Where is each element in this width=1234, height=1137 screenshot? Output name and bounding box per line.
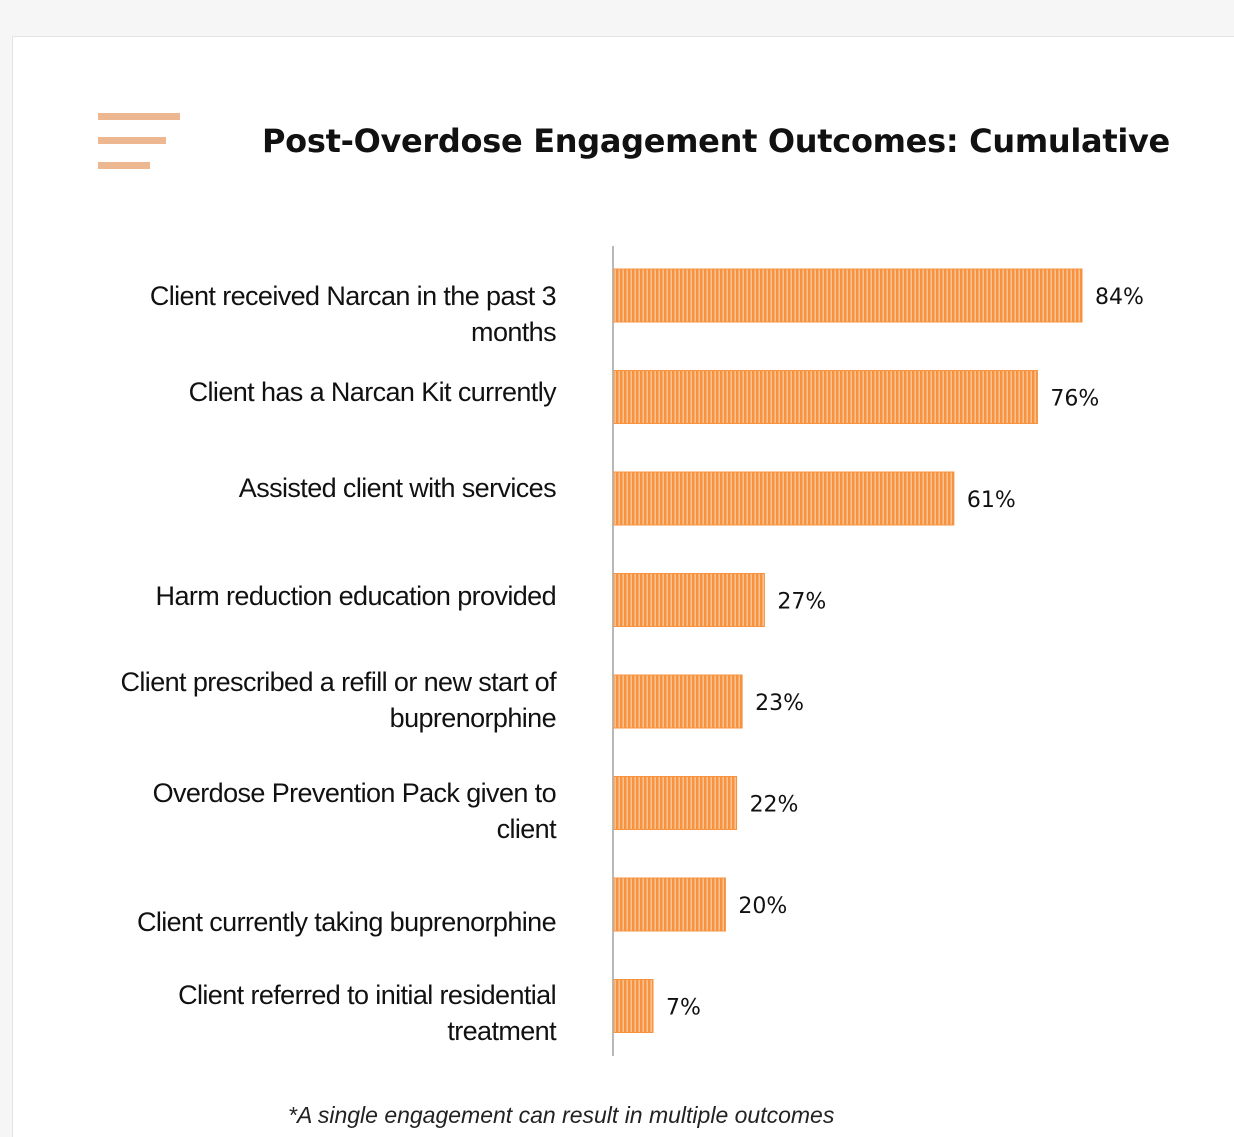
bar <box>613 573 765 627</box>
category-label-line: Harm reduction education provided <box>155 581 557 611</box>
category-label: Assisted client with services <box>0 470 557 506</box>
category-label-line: Client has a Narcan Kit currently <box>188 377 557 407</box>
footnote: *A single engagement can result in multi… <box>288 1102 835 1128</box>
category-label-line: Client currently taking buprenorphine <box>136 907 557 937</box>
bar <box>613 877 726 932</box>
category-label-line: Client prescribed a refill or new start … <box>120 667 557 697</box>
category-label: Client received Narcan in the past 3 mont… <box>0 278 557 350</box>
category-label: Client currently taking buprenorphine <box>0 904 557 940</box>
category-label-line: Client referred to initial residential <box>178 980 556 1010</box>
category-label: Client prescribed a refill or new start … <box>0 664 557 736</box>
category-label-line: Assisted client with services <box>238 473 557 503</box>
category-label-line: treatment <box>447 1016 556 1046</box>
category-label: Overdose Prevention Pack given to client <box>0 775 557 847</box>
bar <box>613 471 955 526</box>
bar <box>613 674 743 729</box>
category-label-line: Overdose Prevention Pack given to <box>152 778 557 808</box>
bar <box>613 370 1038 424</box>
category-label-line: Client received Narcan in the past 3 <box>149 281 557 311</box>
category-label-line: client <box>496 814 557 844</box>
menu-lines-icon <box>98 113 180 169</box>
bar <box>613 776 738 830</box>
data-label: 76% <box>1050 387 1099 412</box>
category-label-line: buprenorphine <box>389 703 557 733</box>
category-label: Client has a Narcan Kit currently <box>0 374 557 410</box>
data-label: 27% <box>777 590 826 615</box>
category-label: Client referred to initial residential tr… <box>0 977 556 1049</box>
bar <box>613 979 654 1033</box>
data-label: 22% <box>750 793 799 818</box>
data-label: 23% <box>755 691 804 716</box>
chart-title: Post-Overdose Engagement Outcomes: Cumul… <box>262 122 1170 160</box>
data-label: 7% <box>666 996 701 1021</box>
data-label: 84% <box>1095 285 1144 310</box>
category-label-line: months <box>471 317 557 347</box>
data-label: 61% <box>967 488 1016 513</box>
category-label: Harm reduction education provided <box>0 578 557 614</box>
data-label: 20% <box>738 894 787 919</box>
bar <box>613 268 1083 323</box>
